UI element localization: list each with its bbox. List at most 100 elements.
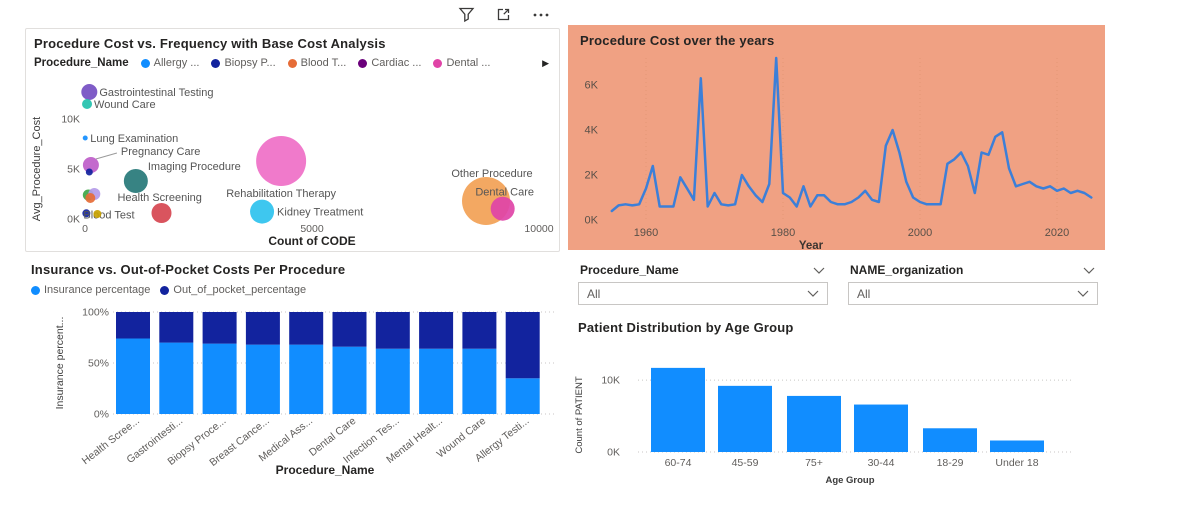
bubble-unlabeled-11[interactable] (93, 210, 102, 218)
scatter-title: Procedure Cost vs. Frequency with Base C… (34, 36, 386, 51)
scatter-legend-items: Allergy ... Biopsy P... Blood T... Cardiac … (140, 57, 490, 69)
slicer-procedure-name-dropdown[interactable]: All (578, 282, 828, 305)
stacked-bar-chart: 100%50%0%Insurance percent...Health Scre… (54, 307, 555, 477)
bubble-label: Pregnancy Care (121, 146, 201, 158)
out-of-pocket-bar-Mental Healt...[interactable] (419, 312, 454, 349)
bubble-unlabeled-8[interactable] (85, 193, 96, 203)
out-of-pocket-bar-Infection Tes...[interactable] (375, 312, 410, 349)
out-of-pocket-bar-Dental Care[interactable] (332, 312, 367, 347)
insurance-bar-Infection Tes...[interactable] (375, 348, 410, 414)
cost-line[interactable] (610, 56, 1093, 213)
focus-mode-icon[interactable] (495, 6, 512, 23)
bubble-Lung Examination[interactable] (82, 135, 88, 141)
bubble-label: Gastrointestinal Testing (99, 87, 213, 99)
legend-color-dot (31, 285, 40, 295)
insurance-bar-Health Scree...[interactable] (116, 338, 150, 414)
x-axis-title: Year (799, 240, 824, 250)
insurance-bar-Gastrointesti...[interactable] (159, 342, 194, 414)
axis-label: 1960 (634, 227, 658, 239)
bubble-Rehabilitation Therapy[interactable] (256, 136, 307, 186)
x-axis-title: Procedure_Name (276, 463, 375, 477)
axis-label: 2K (585, 170, 599, 182)
scatter-legend-item-0[interactable]: Allergy ... (140, 57, 200, 69)
bubble-label: Lung Examination (90, 133, 178, 145)
slicer-procedure-name-header[interactable]: Procedure_Name (578, 262, 828, 277)
legend-color-dot (160, 285, 170, 295)
axis-label: 5000 (300, 223, 324, 235)
x-axis-title: Count of CODE (268, 234, 355, 248)
axis-label: 0K (585, 215, 599, 227)
x-axis-title: Age Group (825, 475, 874, 486)
out-of-pocket-bar-Gastrointesti...[interactable] (159, 312, 194, 343)
bubble-Health Screening[interactable] (151, 203, 172, 223)
category-label: 30-44 (868, 457, 895, 469)
out-of-pocket-bar-Wound Care[interactable] (462, 312, 497, 349)
chevron-down-icon[interactable] (813, 267, 825, 274)
chevron-down-icon[interactable] (1077, 290, 1089, 297)
scatter-legend-title: Procedure_Name (34, 57, 129, 69)
axis-label: 0% (94, 409, 109, 421)
bubble-unlabeled-4[interactable] (85, 168, 93, 176)
category-label: 45-59 (732, 457, 759, 469)
bubble-Imaging Procedure[interactable] (123, 169, 148, 193)
insurance-bar-Wound Care[interactable] (462, 348, 497, 414)
axis-label: 1980 (771, 227, 795, 239)
scatter-legend-item-3[interactable]: Cardiac ... (358, 57, 421, 69)
axis-label: 50% (88, 358, 109, 370)
slicer-name-organization-header[interactable]: NAME_organization (848, 262, 1098, 277)
age-bar-Under 18[interactable] (990, 440, 1044, 452)
age-bar-75+[interactable] (787, 395, 841, 452)
line-panel: Procedure Cost over the years 1960 1980 20… (568, 25, 1105, 250)
filter-icon[interactable] (458, 6, 475, 23)
bubble-Wound Care[interactable] (82, 99, 93, 109)
slicer-name-organization: NAME_organization All (848, 262, 1098, 305)
bubble-Pregnancy Care[interactable] (82, 157, 99, 173)
axis-label: 10000 (524, 223, 553, 235)
out-of-pocket-bar-Allergy Testi...[interactable] (505, 312, 540, 379)
legend-item-label: Allergy ... (153, 57, 200, 69)
out-of-pocket-bar-Breast Cance...[interactable] (245, 312, 280, 345)
chevron-down-icon[interactable] (807, 290, 819, 297)
stacked-legend-item-1[interactable]: Out_of_pocket_percentage (160, 284, 306, 296)
axis-label: 2020 (1045, 227, 1069, 239)
out-of-pocket-bar-Biopsy Proce...[interactable] (202, 312, 237, 344)
bubble-Gastrointestinal Testing[interactable] (81, 84, 98, 100)
chevron-down-icon[interactable] (1083, 267, 1095, 274)
age-bar-18-29[interactable] (923, 428, 977, 452)
insurance-bar-Allergy Testi...[interactable] (505, 378, 540, 414)
scatter-legend-item-4[interactable]: Dental ... (433, 57, 490, 69)
insurance-bar-Dental Care[interactable] (332, 346, 367, 414)
age-bar-60-74[interactable] (651, 367, 705, 452)
bubble-Dental Care[interactable] (490, 196, 515, 221)
insurance-bar-Breast Cance...[interactable] (245, 344, 280, 414)
scatter-legend-item-2[interactable]: Blood T... (287, 57, 346, 69)
stacked-legend-item-0[interactable]: Insurance percentage (31, 284, 150, 296)
bubble-Blood Test[interactable] (82, 209, 91, 218)
slicer-procedure-name-label: Procedure_Name (580, 263, 679, 277)
bubble-label: Rehabilitation Therapy (226, 188, 336, 200)
scatter-legend-item-1[interactable]: Biopsy P... (211, 57, 276, 69)
more-options-icon[interactable] (532, 6, 550, 23)
legend-scroll-right-icon[interactable]: ▶ (542, 57, 549, 68)
insurance-bar-Biopsy Proce...[interactable] (202, 343, 237, 414)
axis-label: 0K (607, 447, 620, 459)
scatter-chart: 0K 5K 10K 0 5000 10000 Count of CODE Avg_Proced… (31, 84, 554, 248)
scatter-legend: Procedure_Name Allergy ... Biopsy P... Blo… (34, 57, 549, 69)
slicer-procedure-name: Procedure_Name All (578, 262, 828, 305)
slicer-name-organization-dropdown[interactable]: All (848, 282, 1098, 305)
insurance-bar-Mental Healt...[interactable] (419, 348, 454, 414)
bubble-Kidney Treatment[interactable] (250, 199, 275, 224)
insurance-bar-Medical Ass...[interactable] (289, 344, 324, 414)
axis-label: 2000 (908, 227, 932, 239)
category-label: 60-74 (665, 457, 692, 469)
visual-toolbar (458, 6, 550, 23)
age-bar-45-59[interactable] (718, 385, 772, 452)
out-of-pocket-bar-Medical Ass...[interactable] (289, 312, 324, 345)
age-bar-30-44[interactable] (854, 404, 908, 452)
bubble-label: Dental Care (475, 187, 534, 199)
axis-label: 10K (61, 114, 80, 126)
slicer-name-organization-label: NAME_organization (850, 263, 964, 277)
line-chart: 1960 1980 2000 2020 0K 2K 4K 6K Year (585, 56, 1093, 250)
out-of-pocket-bar-Health Scree...[interactable] (116, 312, 150, 339)
